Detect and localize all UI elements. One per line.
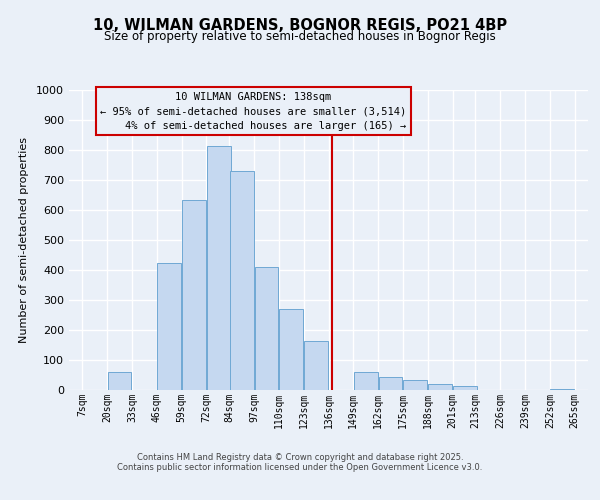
Text: 10, WILMAN GARDENS, BOGNOR REGIS, PO21 4BP: 10, WILMAN GARDENS, BOGNOR REGIS, PO21 4… xyxy=(93,18,507,32)
Bar xyxy=(403,380,427,390)
Text: Contains public sector information licensed under the Open Government Licence v3: Contains public sector information licen… xyxy=(118,464,482,472)
Y-axis label: Number of semi-detached properties: Number of semi-detached properties xyxy=(19,137,29,343)
Bar xyxy=(304,340,328,390)
Bar xyxy=(230,171,254,390)
Bar xyxy=(157,262,181,390)
Bar xyxy=(207,146,231,390)
Text: 10 WILMAN GARDENS: 138sqm
← 95% of semi-detached houses are smaller (3,514)
    : 10 WILMAN GARDENS: 138sqm ← 95% of semi-… xyxy=(100,92,406,131)
Bar xyxy=(550,388,574,390)
Bar xyxy=(453,386,477,390)
Text: Size of property relative to semi-detached houses in Bognor Regis: Size of property relative to semi-detach… xyxy=(104,30,496,43)
Bar xyxy=(107,372,131,390)
Bar xyxy=(379,376,403,390)
Bar xyxy=(182,200,206,390)
Bar xyxy=(354,372,377,390)
Bar xyxy=(254,267,278,390)
Bar xyxy=(280,309,303,390)
Text: Contains HM Land Registry data © Crown copyright and database right 2025.: Contains HM Land Registry data © Crown c… xyxy=(137,452,463,462)
Bar xyxy=(428,384,452,390)
